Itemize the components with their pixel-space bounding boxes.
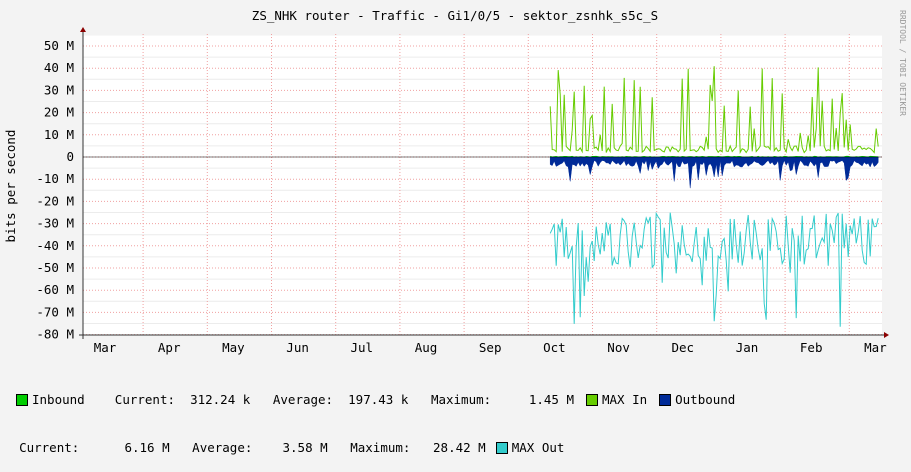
chart-title: ZS_NHK router - Traffic - Gi1/0/5 - sekt… xyxy=(252,8,658,23)
x-tick-label: Feb xyxy=(800,340,823,355)
legend-row-inbound: Inbound Current: 312.24 k Average: 197.4… xyxy=(4,392,735,408)
inbound-label: Inbound xyxy=(32,392,85,407)
y-tick-label: -10 M xyxy=(36,171,74,186)
outbound-current-value: 6.16 M xyxy=(124,440,170,455)
outbound-average-label: Average: xyxy=(192,440,253,455)
grid xyxy=(83,34,882,336)
x-tick-label: Jul xyxy=(351,340,374,355)
x-tick-label: Jan xyxy=(736,340,759,355)
outbound-maximum-label: Maximum: xyxy=(350,440,411,455)
rrdtool-watermark: RRDTOOL / TOBI OETIKER xyxy=(898,10,907,116)
y-tick-label: 20 M xyxy=(44,105,74,120)
legend: Inbound Current: 312.24 k Average: 197.4… xyxy=(4,360,735,472)
x-tick-label: Apr xyxy=(158,340,181,355)
y-tick-label: 30 M xyxy=(44,82,74,97)
outbound-maximum-value: 28.42 M xyxy=(433,440,486,455)
inbound-current-label: Current: xyxy=(114,392,176,407)
x-tick-label: Nov xyxy=(607,340,630,355)
outbound-current-label: Current: xyxy=(19,440,80,455)
max-in-series xyxy=(549,66,879,155)
y-tick-label: -70 M xyxy=(36,304,74,319)
traffic-chart: ZS_NHK router - Traffic - Gi1/0/5 - sekt… xyxy=(3,8,907,355)
y-tick-label: 0 xyxy=(66,149,74,164)
outbound-series xyxy=(549,156,879,189)
y-tick-label: 10 M xyxy=(44,127,74,142)
x-tick-label: Mar xyxy=(864,340,887,355)
outbound-swatch xyxy=(659,394,672,406)
y-tick-label: -40 M xyxy=(36,238,74,253)
max-out-label: MAX Out xyxy=(511,440,565,455)
max-out-swatch xyxy=(495,442,508,454)
y-axis-label: bits per second xyxy=(3,130,18,243)
inbound-swatch xyxy=(16,394,28,406)
y-tick-label: -60 M xyxy=(36,282,74,297)
max-in-swatch xyxy=(585,394,598,406)
x-tick-label: Dec xyxy=(672,340,695,355)
x-tick-label: Mar xyxy=(94,340,117,355)
outbound-label: Outbound xyxy=(675,392,736,407)
x-tick-label: Sep xyxy=(479,340,502,355)
inbound-maximum-label: Maximum: xyxy=(430,392,492,407)
outbound-average-value: 3.58 M xyxy=(282,440,328,455)
y-tick-label: -80 M xyxy=(36,327,74,342)
y-tick-label: -50 M xyxy=(36,260,74,275)
x-tick-label: May xyxy=(222,340,245,355)
inbound-maximum-value: 1.45 M xyxy=(528,392,574,407)
y-tick-label: -20 M xyxy=(36,193,74,208)
x-axis-arrow xyxy=(884,332,889,338)
y-axis-arrow xyxy=(80,27,86,32)
x-tick-label: Jun xyxy=(286,340,309,355)
legend-row-outbound: Current: 6.16 M Average: 3.58 M Maximum:… xyxy=(4,440,735,456)
max-in-label: MAX In xyxy=(601,392,648,407)
axes: 50 M 40 M 30 M 20 M 10 M 0 -10 M -20 M -30 M -40 … xyxy=(36,27,889,355)
plot-area xyxy=(83,34,882,335)
x-tick-label: Oct xyxy=(543,340,566,355)
inbound-average-value: 197.43 k xyxy=(348,392,409,407)
inbound-current-value: 312.24 k xyxy=(190,392,251,407)
y-tick-label: 40 M xyxy=(44,60,74,75)
inbound-average-label: Average: xyxy=(272,392,334,407)
y-tick-label: 50 M xyxy=(44,38,74,53)
x-tick-label: Aug xyxy=(415,340,438,355)
y-tick-label: -30 M xyxy=(36,216,74,231)
max-out-series xyxy=(549,211,879,327)
